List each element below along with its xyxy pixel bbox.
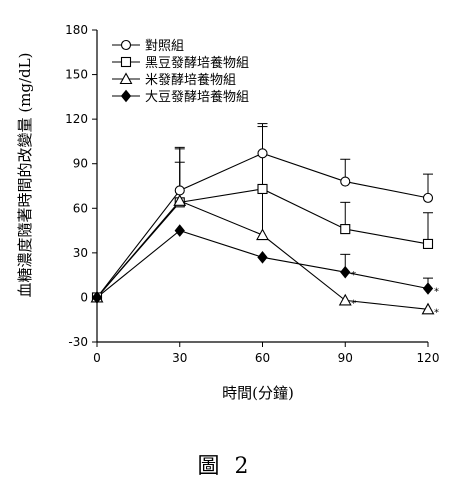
legend-label: 對照組 (145, 39, 184, 54)
significance-mark: * (434, 287, 439, 298)
significance-mark: * (434, 307, 439, 318)
y-axis-title: 血糖濃度隨著時間的改變量 (mg/dL) (16, 53, 34, 298)
axes: -30 0 30 60 90 120 150 180 0 30 60 90 120 (65, 23, 439, 365)
data-point (422, 282, 434, 295)
y-tick-label: 60 (73, 201, 88, 215)
legend-label: 黑豆發酵培養物組 (145, 55, 249, 71)
data-point (173, 194, 187, 206)
legend-label: 米發酵培養物組 (145, 72, 236, 88)
legend-marker (120, 56, 132, 68)
significance-mark: * (351, 298, 356, 309)
data-point (422, 238, 434, 249)
data-point (174, 185, 185, 196)
data-point (257, 251, 268, 264)
y-tick-label: 0 (80, 290, 88, 304)
series-layer: * * * * (90, 123, 439, 318)
data-point (174, 224, 185, 237)
x-tick-label: 60 (255, 351, 270, 365)
y-tick-label: 120 (65, 112, 88, 126)
legend-marker (119, 72, 133, 85)
x-tick-label: 0 (93, 351, 101, 365)
significance-marks: * * * * (351, 270, 439, 318)
data-point (421, 302, 435, 315)
legend-marker (120, 39, 132, 51)
data-point (257, 183, 268, 195)
data-point (91, 291, 103, 304)
legend-label: 大豆發酵培養物組 (145, 89, 249, 105)
x-tick-label: 90 (338, 351, 353, 365)
data-point (257, 148, 268, 159)
data-point (256, 228, 269, 241)
series-markers (90, 148, 435, 315)
y-tick-label: -30 (68, 335, 88, 349)
data-point (340, 224, 351, 235)
figure-caption: 圖 2 (197, 454, 253, 479)
x-tick-label: 120 (417, 351, 440, 365)
y-tick-label: 90 (73, 157, 88, 171)
significance-mark: * (351, 270, 356, 281)
error-bars (174, 123, 433, 289)
data-point (422, 192, 434, 203)
data-point (340, 176, 351, 187)
data-point (338, 293, 352, 306)
y-tick-label: 150 (65, 68, 88, 82)
y-tick-label: 30 (73, 246, 88, 260)
y-tick-label: 180 (65, 23, 88, 37)
x-tick-label: 30 (172, 351, 187, 365)
legend-marker (120, 89, 132, 103)
data-point (340, 265, 351, 279)
x-axis-title: 時間(分鐘) (222, 384, 294, 402)
